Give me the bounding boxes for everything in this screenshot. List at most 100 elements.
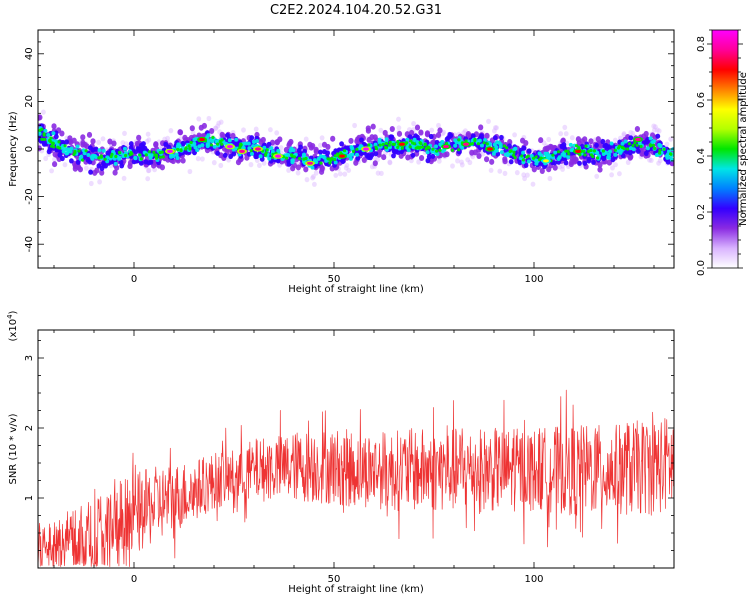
spectrogram-cell: [266, 141, 272, 147]
spectrogram-cell: [494, 145, 499, 150]
spectrogram-cell: [339, 141, 344, 147]
spectrogram-cell: [458, 140, 462, 145]
spectrogram-cell: [558, 131, 564, 137]
spectrogram-cell: [328, 161, 332, 165]
spectrogram-cell: [563, 131, 569, 137]
spectrogram-cell: [46, 149, 52, 155]
spectrogram-cell: [288, 138, 294, 145]
spectrogram-cell: [499, 150, 504, 155]
spectrogram-cell: [419, 155, 425, 161]
spectrogram-cell: [149, 153, 154, 158]
spectrogram-cell: [435, 149, 439, 153]
spectrogram-cell: [42, 137, 47, 141]
spectrogram-cell: [526, 159, 531, 164]
spectrogram-cell: [668, 136, 674, 142]
spectrogram-cell: [378, 143, 382, 147]
spectrogram-cell: [41, 109, 46, 115]
spectrogram-cell: [418, 145, 422, 149]
spectrogram-cell: [180, 140, 186, 146]
spectrogram-cell: [656, 128, 662, 134]
spectrogram-cell: [60, 155, 65, 162]
spectrogram-cell: [85, 157, 91, 163]
spectrogram-cell: [128, 141, 134, 147]
spectrogram-cell: [436, 122, 441, 129]
spectrogram-cell: [124, 151, 128, 155]
snr-frame: [37, 329, 675, 569]
spectrogram-cell: [634, 126, 641, 132]
spectrogram-cell: [337, 171, 343, 177]
spectrogram-cell: [274, 130, 280, 136]
spectrogram-cell: [304, 177, 310, 183]
spectrogram-cell: [133, 156, 138, 161]
spectrogram-cell: [138, 160, 144, 166]
spectrogram-cell: [88, 180, 94, 187]
spectrogram-cell: [333, 154, 337, 158]
snr-y-tick-label: 2: [24, 425, 35, 431]
spectrogram-cell: [589, 153, 594, 157]
spectrogram-cell: [209, 143, 213, 147]
spectrogram-cell: [597, 161, 603, 168]
spectrogram-cell: [430, 153, 436, 159]
spectrogram-y-tick-label: -20: [24, 188, 35, 204]
spectrogram-cell: [513, 146, 518, 151]
spectrogram-cell: [449, 141, 455, 147]
spectrogram-cell: [369, 164, 375, 170]
spectrogram-cell: [322, 155, 327, 160]
spectrogram-cell: [46, 133, 51, 137]
spectrogram-cell: [153, 141, 159, 148]
spectrogram-cell: [77, 149, 81, 153]
spectrogram-cell: [257, 162, 262, 168]
spectrogram-cell: [507, 143, 512, 149]
spectrogram-cell: [575, 144, 579, 148]
spectrogram-cell: [154, 153, 159, 157]
spectrogram-cell: [391, 153, 396, 159]
spectrogram-cell: [654, 153, 659, 157]
spectrogram-cell: [612, 137, 618, 143]
spectrogram-cell: [267, 156, 272, 161]
snr-panel: 0 50 100 1 2 3 Height of straight line (km) S…: [6, 310, 675, 595]
spectrogram-cell: [491, 151, 496, 156]
spectrogram-cell: [616, 146, 621, 150]
spectrogram-cell: [637, 141, 642, 146]
spectrogram-cell: [444, 136, 450, 142]
spectrogram-cell: [465, 157, 471, 163]
spectrogram-cell: [88, 169, 93, 175]
spectrogram-cell: [630, 130, 636, 136]
spectrogram-cell: [62, 162, 68, 168]
spectrogram-cell: [586, 156, 592, 162]
spectrogram-cell: [97, 179, 102, 185]
spectrogram-cell: [81, 158, 85, 162]
spectrogram-cell: [303, 166, 309, 173]
spectrogram-cell: [375, 147, 379, 151]
spectrogram-cell: [187, 144, 191, 148]
spectrogram-cell: [213, 125, 219, 131]
spectrogram-cell: [361, 157, 367, 163]
spectrogram-cell: [348, 137, 354, 144]
snr-scale-close: ): [8, 310, 19, 314]
spectrogram-y-tick-label: 40: [24, 47, 35, 60]
spectrogram-cell: [312, 181, 317, 187]
spectrogram-cell: [457, 148, 461, 152]
spectrogram-cell: [264, 153, 268, 157]
spectrogram-cell: [51, 141, 55, 146]
spectrogram-cell: [578, 153, 582, 157]
spectrogram-cell: [50, 144, 54, 148]
spectrogram-cell: [424, 131, 430, 138]
spectrogram-cell: [668, 152, 673, 156]
spectrogram-cell: [342, 149, 347, 153]
spectrogram-cell: [627, 142, 632, 146]
colorbar-tick-label: 0.0: [696, 260, 707, 276]
spectrogram-cell: [427, 146, 431, 150]
spectrogram-cell: [377, 140, 382, 145]
spectrogram-cell: [73, 149, 77, 153]
spectrogram-cell: [573, 156, 579, 163]
spectrogram-cell: [209, 128, 215, 134]
spectrogram-cell: [620, 145, 624, 149]
spectrogram-cell: [601, 155, 607, 161]
spectrogram-cell: [591, 159, 596, 165]
spectrogram-cell: [657, 158, 663, 164]
spectrogram-cell: [628, 130, 634, 136]
snr-x-axis-label: Height of straight line (km): [288, 584, 424, 595]
spectrogram-cell: [250, 151, 254, 156]
spectrogram-cell: [169, 153, 174, 158]
